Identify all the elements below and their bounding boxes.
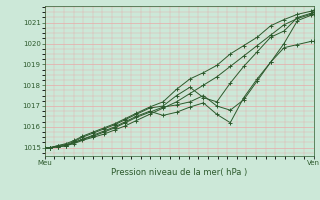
X-axis label: Pression niveau de la mer( hPa ): Pression niveau de la mer( hPa ) (111, 168, 247, 177)
